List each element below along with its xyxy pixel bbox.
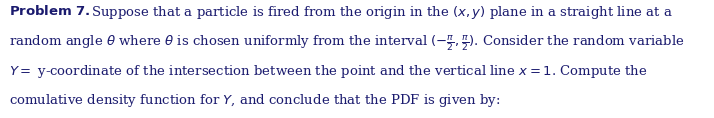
Text: $\mathbf{Problem\ 7.}$: $\mathbf{Problem\ 7.}$ <box>9 4 90 18</box>
Text: $Y=$ y-coordinate of the intersection between the point and the vertical line $x: $Y=$ y-coordinate of the intersection be… <box>9 63 647 80</box>
Text: comulative density function for $Y$, and conclude that the PDF is given by:: comulative density function for $Y$, and… <box>9 92 500 109</box>
Text: random angle $\theta$ where $\theta$ is chosen uniformly from the interval $(-\f: random angle $\theta$ where $\theta$ is … <box>9 33 684 53</box>
Text: Suppose that a particle is fired from the origin in the $(x, y)$ plane in a stra: Suppose that a particle is fired from th… <box>87 4 673 21</box>
